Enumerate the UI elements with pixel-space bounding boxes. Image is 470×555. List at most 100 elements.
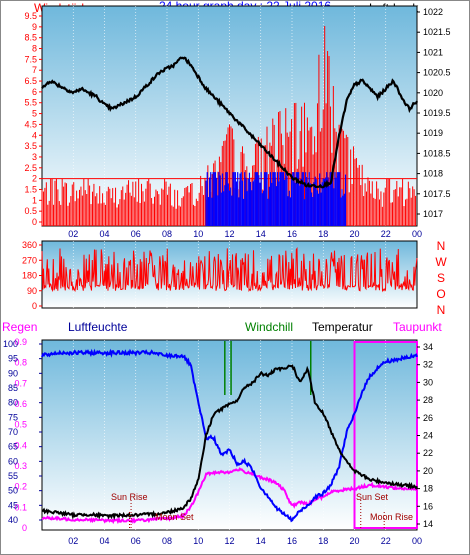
- hour-tick-label: 14: [256, 229, 266, 239]
- rain-tick-label: 0.6: [14, 399, 27, 409]
- wind-tick-label: 0: [32, 217, 37, 227]
- wind-tick-label: 5.5: [24, 98, 37, 108]
- humidity-tick-label: 95: [8, 354, 18, 364]
- rain-tick-label: 0.2: [14, 482, 27, 492]
- compass-label: S: [437, 271, 445, 285]
- sun-rise-label: Sun Rise: [111, 492, 148, 502]
- compass-label: O: [436, 287, 445, 301]
- wind-tick-label: 4.5: [24, 119, 37, 129]
- temperature-tick-label: 24: [423, 431, 433, 441]
- sun-set-label: Sun Set: [356, 492, 389, 502]
- wind-tick-label: 8: [32, 44, 37, 54]
- rain-tick-label: 0.3: [14, 461, 27, 471]
- humidity-tick-label: 45: [8, 500, 18, 510]
- wind-tick-label: 6.5: [24, 76, 37, 86]
- moon-set-label: Moon Set: [155, 512, 194, 522]
- rain-tick-label: 0.5: [14, 420, 27, 430]
- temperature-tick-label: 28: [423, 395, 433, 405]
- pressure-tick-label: 1017: [423, 209, 443, 219]
- wind-tick-label: 3.5: [24, 141, 37, 151]
- hour-tick-label: 14: [256, 536, 266, 546]
- wind-tick-label: 4: [32, 130, 37, 140]
- temperature-tick-label: 22: [423, 448, 433, 458]
- moon-rise-label: Moon Rise: [370, 512, 413, 522]
- hour-tick-label: 16: [287, 536, 297, 546]
- hour-tick-label: 06: [131, 536, 141, 546]
- pressure-tick-label: 1020.5: [423, 68, 451, 78]
- pressure-tick-label: 1017.5: [423, 189, 451, 199]
- humidity-tick-label: 60: [8, 456, 18, 466]
- dewpoint-line: [41, 467, 418, 525]
- pressure-line: [41, 56, 419, 189]
- compass-label: N: [437, 303, 446, 317]
- wind-tick-label: 7: [32, 65, 37, 75]
- wind-direction-line: [41, 246, 418, 293]
- direction-tick-label: 0: [32, 301, 37, 311]
- rain-tick-label: 0.4: [14, 440, 27, 450]
- wind-tick-label: 0.5: [24, 206, 37, 216]
- direction-tick-label: 90: [27, 286, 37, 296]
- wind-tick-label: 8.5: [24, 33, 37, 43]
- rain-tick-label: 0: [22, 523, 27, 533]
- humidity-tick-label: 65: [8, 442, 18, 452]
- humidity-line: [41, 348, 418, 523]
- hour-tick-label: 10: [193, 536, 203, 546]
- hour-tick-label: 22: [381, 536, 391, 546]
- rain-label: Regen: [2, 320, 37, 334]
- hour-tick-label: 20: [349, 536, 359, 546]
- hour-tick-label: 00: [412, 536, 422, 546]
- wind-tick-label: 2.5: [24, 163, 37, 173]
- wind-tick-label: 7.5: [24, 54, 37, 64]
- humidity-tick-label: 55: [8, 471, 18, 481]
- pressure-tick-label: 1021: [423, 47, 443, 57]
- hour-tick-label: 00: [412, 229, 422, 239]
- rain-tick-label: 0.9: [14, 337, 27, 347]
- pressure-tick-label: 1022: [423, 7, 443, 17]
- rain-tick-label: 0.7: [14, 378, 27, 388]
- pressure-tick-label: 1021.5: [423, 27, 451, 37]
- pressure-tick-label: 1018.5: [423, 148, 451, 158]
- hour-tick-label: 18: [318, 536, 328, 546]
- hour-tick-label: 12: [224, 229, 234, 239]
- humidity-tick-label: 70: [8, 427, 18, 437]
- wind-tick-label: 2: [32, 174, 37, 184]
- compass-label: N: [437, 239, 446, 253]
- pressure-tick-label: 1019: [423, 128, 443, 138]
- wind-tick-label: 3: [32, 152, 37, 162]
- hour-tick-label: 04: [99, 536, 109, 546]
- humidity-tick-label: 100: [3, 339, 18, 349]
- hour-tick-label: 08: [162, 229, 172, 239]
- humidity-tick-label: 80: [8, 398, 18, 408]
- hour-tick-label: 06: [131, 229, 141, 239]
- climate-panel: 0 0.1 0.2 0.3 0.4 0.5 0.6 0.7 0.8 0.9 40 45 50 55 60 6…: [3, 337, 433, 546]
- temperature-tick-label: 32: [423, 360, 433, 370]
- compass-label: W: [435, 255, 447, 269]
- wind-tick-label: 5: [32, 109, 37, 119]
- wind-pressure-panel: 00.511.522.533.544.555.566.577.588.599.5…: [24, 5, 451, 239]
- humidity-tick-label: 85: [8, 383, 18, 393]
- temperature-tick-label: 30: [423, 377, 433, 387]
- temperature-tick-label: 18: [423, 484, 433, 494]
- hour-tick-label: 10: [193, 229, 203, 239]
- dewpoint-label: Taupunkt: [393, 320, 442, 334]
- rain-tick-label: 0.8: [14, 358, 27, 368]
- pressure-tick-label: 1018: [423, 169, 443, 179]
- wind-tick-label: 6: [32, 87, 37, 97]
- hour-tick-label: 02: [68, 536, 78, 546]
- hour-tick-label: 02: [68, 229, 78, 239]
- rain-tick-label: 0.1: [14, 502, 27, 512]
- temperature-tick-label: 16: [423, 501, 433, 511]
- humidity-label: Luftfeuchte: [68, 320, 128, 334]
- pressure-tick-label: 1019.5: [423, 108, 451, 118]
- hour-tick-label: 20: [349, 229, 359, 239]
- humidity-tick-label: 75: [8, 412, 18, 422]
- hour-tick-label: 16: [287, 229, 297, 239]
- wind-tick-label: 1.5: [24, 184, 37, 194]
- direction-tick-label: 180: [22, 271, 37, 281]
- temperature-label: Temperatur: [312, 320, 373, 334]
- temperature-tick-label: 26: [423, 413, 433, 423]
- pressure-tick-label: 1020: [423, 88, 443, 98]
- temperature-tick-label: 34: [423, 342, 433, 352]
